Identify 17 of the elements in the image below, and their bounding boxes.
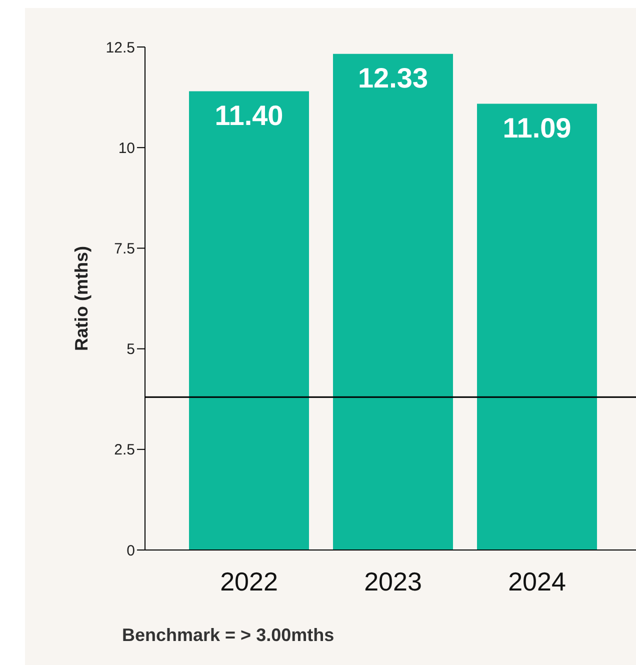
y-tick-label: 5 <box>126 341 135 358</box>
data-label: 11.40 <box>214 100 284 132</box>
bar <box>189 91 309 550</box>
x-tick-label: 2024 <box>508 566 566 596</box>
y-axis-title: Ratio (mths) <box>71 246 92 351</box>
y-tick-label: 12.5 <box>106 39 135 56</box>
text: Benchmark = > 3.00mths <box>122 625 334 646</box>
y-tick-label: 2.5 <box>114 442 135 459</box>
x-tick-label: 2023 <box>364 566 422 596</box>
data-label: 11.09 <box>502 112 572 144</box>
bar <box>477 104 597 550</box>
y-tick-label: 0 <box>126 542 135 560</box>
x-tick-label: 2022 <box>220 566 278 596</box>
y-tick-label: 10 <box>118 140 135 157</box>
y-tick-label: 7.5 <box>114 240 135 258</box>
bar <box>333 54 453 550</box>
data-label: 12.33 <box>358 62 428 94</box>
